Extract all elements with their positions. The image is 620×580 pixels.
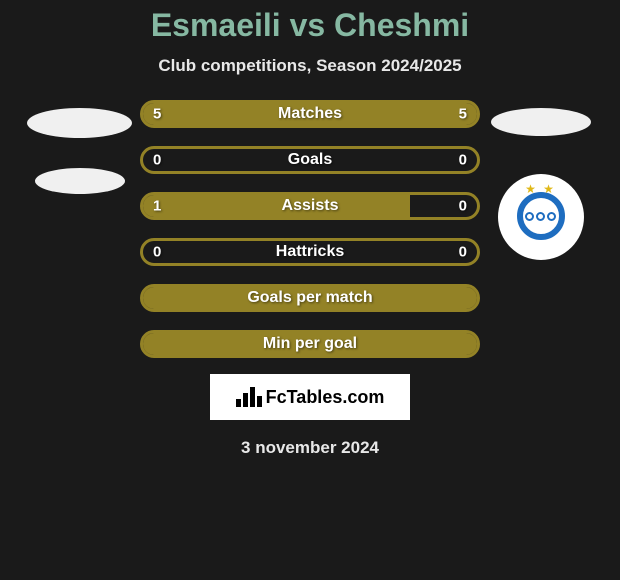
bar-chart-icon: [236, 387, 262, 407]
bar-label: Matches: [278, 105, 342, 123]
club-inner-icon: [525, 212, 556, 221]
main-row: 5 5 Matches 0 0 Goals 1 0 Assists 0 0 Hattricks Goal…: [0, 100, 620, 358]
right-side-column: ★ ★: [483, 100, 598, 260]
stat-bar: 5 5 Matches: [140, 100, 480, 128]
bar-value-left: 1: [153, 198, 161, 215]
stat-bar: 1 0 Assists: [140, 192, 480, 220]
club-stars-icon: ★ ★: [525, 182, 556, 196]
bar-label: Hattricks: [276, 243, 344, 261]
date-label: 3 november 2024: [0, 438, 620, 458]
stat-bar: Goals per match: [140, 284, 480, 312]
bar-label: Min per goal: [263, 335, 357, 353]
bar-value-right: 5: [459, 106, 467, 123]
player1-name: Esmaeili: [151, 7, 281, 43]
bar-label: Assists: [282, 197, 339, 215]
club-ring-icon: [517, 192, 565, 240]
player1-club-placeholder: [35, 168, 125, 194]
player2-name: Cheshmi: [334, 7, 469, 43]
subtitle: Club competitions, Season 2024/2025: [0, 56, 620, 76]
bar-value-right: 0: [459, 244, 467, 261]
bar-label: Goals: [288, 151, 332, 169]
bar-value-left: 0: [153, 244, 161, 261]
player2-club-logo: ★ ★: [498, 174, 584, 260]
bar-value-left: 0: [153, 152, 161, 169]
stat-bar: 0 0 Hattricks: [140, 238, 480, 266]
bar-value-right: 0: [459, 198, 467, 215]
player1-photo-placeholder: [27, 108, 132, 138]
stat-bar: 0 0 Goals: [140, 146, 480, 174]
bar-fill-left: [143, 195, 410, 217]
comparison-title: Esmaeili vs Cheshmi: [0, 7, 620, 44]
bar-value-left: 5: [153, 106, 161, 123]
stat-bars-column: 5 5 Matches 0 0 Goals 1 0 Assists 0 0 Hattricks Goal…: [137, 100, 483, 358]
comparison-infographic: Esmaeili vs Cheshmi Club competitions, S…: [0, 0, 620, 580]
vs-label: vs: [290, 7, 326, 43]
fctables-text: FcTables.com: [266, 387, 385, 408]
left-side-column: [22, 100, 137, 194]
player2-photo-placeholder: [491, 108, 591, 136]
bar-label: Goals per match: [247, 289, 372, 307]
bar-value-right: 0: [459, 152, 467, 169]
stat-bar: Min per goal: [140, 330, 480, 358]
fctables-logo: FcTables.com: [210, 374, 410, 420]
